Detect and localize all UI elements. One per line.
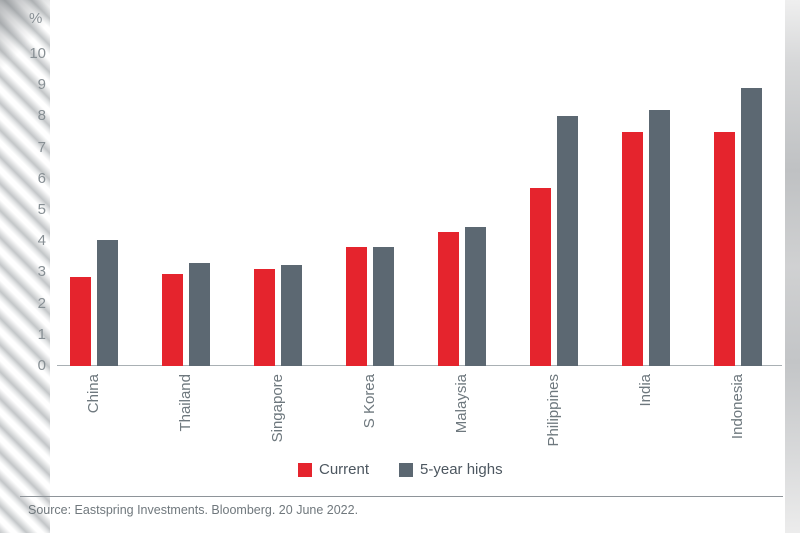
- bar-current-philippines: [530, 188, 551, 366]
- bar-5-year-highs-singapore: [281, 264, 302, 366]
- bar-5-year-highs-india: [649, 110, 670, 366]
- category-label-china: China: [85, 374, 102, 414]
- bar-current-indonesia: [714, 132, 735, 366]
- category-label-s-korea: S Korea: [361, 374, 378, 429]
- y-axis-tick-6: 6: [37, 169, 46, 187]
- left-stripes-shadow-accent: [0, 0, 50, 70]
- legend-swatch-current: [298, 462, 312, 477]
- bar-5-year-highs-philippines: [557, 116, 578, 366]
- legend-item-current: Current: [298, 461, 369, 478]
- bar-5-year-highs-s-korea: [373, 247, 394, 366]
- y-axis-tick-7: 7: [37, 138, 46, 156]
- bar-current-malaysia: [438, 231, 459, 366]
- category-label-singapore: Singapore: [269, 374, 286, 443]
- bar-5-year-highs-thailand: [189, 263, 210, 366]
- category-label-indonesia: Indonesia: [729, 374, 746, 440]
- y-axis-tick-10: 10: [29, 45, 46, 62]
- bar-current-thailand: [162, 273, 183, 366]
- right-decorative-band: [785, 0, 800, 533]
- category-label-india: India: [637, 374, 654, 407]
- bar-current-china: [70, 277, 91, 366]
- bar-current-singapore: [254, 269, 275, 366]
- bar-5-year-highs-china: [97, 239, 118, 366]
- bar-current-s-korea: [346, 247, 367, 366]
- y-axis-tick-8: 8: [37, 107, 46, 125]
- source-text: Source: Eastspring Investments. Bloomber…: [28, 503, 359, 517]
- left-decorative-stripes: [0, 0, 50, 533]
- bar-current-india: [622, 132, 643, 366]
- y-axis-tick-4: 4: [37, 232, 46, 250]
- legend-label-current: Current: [319, 461, 370, 478]
- legend-label-5-year-highs: 5-year highs: [420, 461, 503, 478]
- y-axis-tick-5: 5: [37, 201, 46, 218]
- category-label-philippines: Philippines: [545, 374, 562, 447]
- category-label-thailand: Thailand: [177, 374, 194, 432]
- legend-swatch-5-year-highs: [399, 462, 414, 477]
- x-axis-baseline: [57, 365, 782, 366]
- legend-item-5-year-highs: 5-year highs: [399, 461, 503, 478]
- category-label-malaysia: Malaysia: [453, 374, 470, 434]
- y-axis-unit-label: %: [29, 10, 43, 27]
- source-divider-line: [20, 496, 783, 497]
- bar-5-year-highs-indonesia: [741, 88, 762, 366]
- y-axis-tick-1: 1: [37, 325, 46, 343]
- y-axis-tick-9: 9: [37, 76, 46, 94]
- y-axis-tick-3: 3: [37, 263, 46, 281]
- y-axis-tick-2: 2: [37, 294, 46, 312]
- y-axis-tick-0: 0: [37, 357, 46, 374]
- bar-5-year-highs-malaysia: [465, 227, 486, 366]
- chart-legend: Current 5-year highs: [298, 461, 503, 478]
